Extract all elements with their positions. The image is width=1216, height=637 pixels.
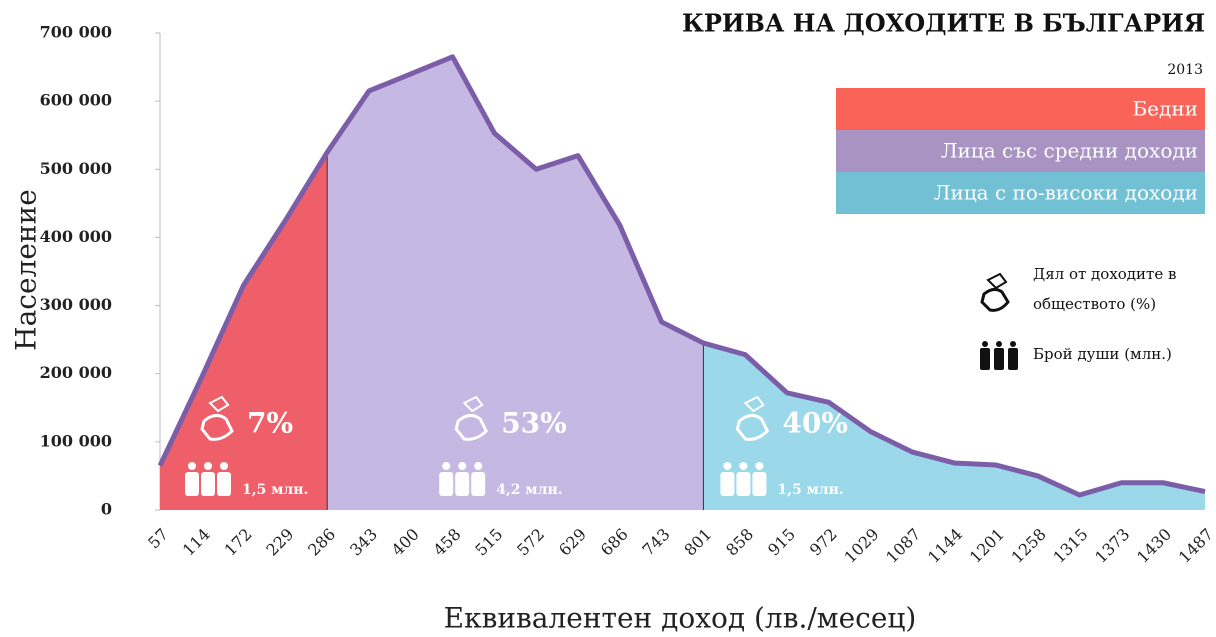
y-tick-label: 200 000 — [40, 363, 112, 382]
icon-part — [462, 395, 484, 413]
money-icon — [454, 395, 489, 441]
share-label: 7% — [247, 407, 293, 440]
icon-part — [471, 472, 486, 496]
icon-part — [217, 472, 231, 496]
area-region — [327, 56, 704, 510]
x-tick-label: 172 — [221, 525, 256, 560]
x-tick-label: 1373 — [1091, 525, 1133, 567]
icon-legend: Дял от доходите в обществото (%) Брой ду… — [980, 265, 1176, 370]
x-tick-label: 229 — [262, 525, 297, 560]
y-tick-label: 500 000 — [40, 159, 112, 178]
x-tick-label: 1487 — [1175, 525, 1216, 567]
icon-part — [185, 472, 199, 496]
share-label: 53% — [501, 407, 567, 440]
x-tick-label: 1258 — [1008, 525, 1050, 567]
x-tick-label: 1201 — [966, 525, 1008, 567]
x-tick-label: 343 — [346, 525, 381, 560]
people-icon — [720, 462, 767, 496]
x-tick-label: 1029 — [840, 525, 882, 567]
icon-part — [735, 414, 770, 441]
x-tick-label: 400 — [388, 525, 423, 560]
x-tick-label: 114 — [179, 525, 214, 560]
x-tick-label: 286 — [304, 525, 339, 560]
y-tick-label: 400 000 — [40, 227, 112, 246]
icon-part — [736, 472, 751, 496]
x-tick-label: 515 — [471, 525, 506, 560]
icon-part — [743, 395, 765, 413]
people-icon — [185, 462, 231, 496]
icon-part — [454, 414, 489, 441]
icon-part — [220, 462, 228, 470]
y-tick-label: 300 000 — [40, 295, 112, 314]
chart-title: КРИВА НА ДОХОДИТЕ В БЪЛГАРИЯ — [682, 9, 1205, 38]
people-label: 4,2 млн. — [496, 482, 562, 498]
x-tick-label: 972 — [806, 525, 841, 560]
icon-legend-text: обществото (%) — [1033, 295, 1156, 313]
icon-part — [188, 462, 196, 470]
x-tick-label: 686 — [597, 525, 632, 560]
money-icon — [200, 395, 234, 441]
people-icon — [439, 462, 486, 496]
icon-part — [723, 462, 732, 470]
money-icon — [980, 272, 1010, 312]
people-icon — [980, 341, 1018, 370]
icon-legend-text: Дял от доходите в — [1033, 265, 1176, 283]
y-tick-label: 0 — [101, 500, 112, 519]
y-tick-label: 700 000 — [40, 23, 112, 42]
area-region — [703, 343, 1205, 510]
share-label: 40% — [782, 407, 848, 440]
x-tick-label: 858 — [722, 525, 757, 560]
legend-label: Бедни — [1132, 97, 1198, 121]
x-tick-label: 915 — [764, 525, 799, 560]
chart-subtitle: 2013 — [1167, 62, 1203, 78]
x-tick-label: 801 — [680, 525, 715, 560]
x-axis-label: Еквивалентен доход (лв./месец) — [444, 602, 917, 635]
icon-part — [474, 462, 483, 470]
people-label: 1,5 млн. — [242, 482, 308, 498]
icon-part — [739, 462, 748, 470]
line — [157, 54, 1206, 498]
y-axis-label: Население — [10, 189, 43, 351]
y-tick-label: 600 000 — [40, 91, 112, 110]
icon-part — [752, 472, 767, 496]
legend-label: Лица със средни доходи — [941, 139, 1198, 163]
icon-part — [208, 395, 230, 413]
icon-part — [458, 462, 467, 470]
area-region — [160, 152, 328, 510]
legend-swatch — [836, 88, 1205, 130]
legend-swatch — [836, 130, 1205, 172]
icon-part — [201, 472, 215, 496]
icon-legend-text: Брой души (млн.) — [1033, 345, 1172, 363]
x-tick-label: 57 — [144, 525, 172, 553]
legend-swatch — [836, 172, 1205, 214]
icon-part — [442, 462, 451, 470]
x-tick-label: 572 — [513, 525, 548, 560]
x-tick-label: 743 — [639, 525, 674, 560]
icon-part — [755, 462, 764, 470]
x-tick-label: 1087 — [882, 525, 924, 567]
icon-part — [455, 472, 470, 496]
x-tick-label: 629 — [555, 525, 590, 560]
icon-part — [720, 472, 735, 496]
x-tick-label: 1144 — [924, 525, 966, 567]
icon-part — [204, 462, 212, 470]
people-label: 1,5 млн. — [777, 482, 843, 498]
icon-part — [200, 414, 234, 441]
legend-label: Лица с по-високи доходи — [934, 181, 1198, 205]
x-tick-label: 458 — [430, 525, 465, 560]
y-tick-label: 100 000 — [40, 431, 112, 450]
money-icon — [735, 395, 770, 441]
x-tick-label: 1430 — [1133, 525, 1175, 567]
x-tick-label: 1315 — [1049, 525, 1091, 567]
icon-part — [439, 472, 454, 496]
